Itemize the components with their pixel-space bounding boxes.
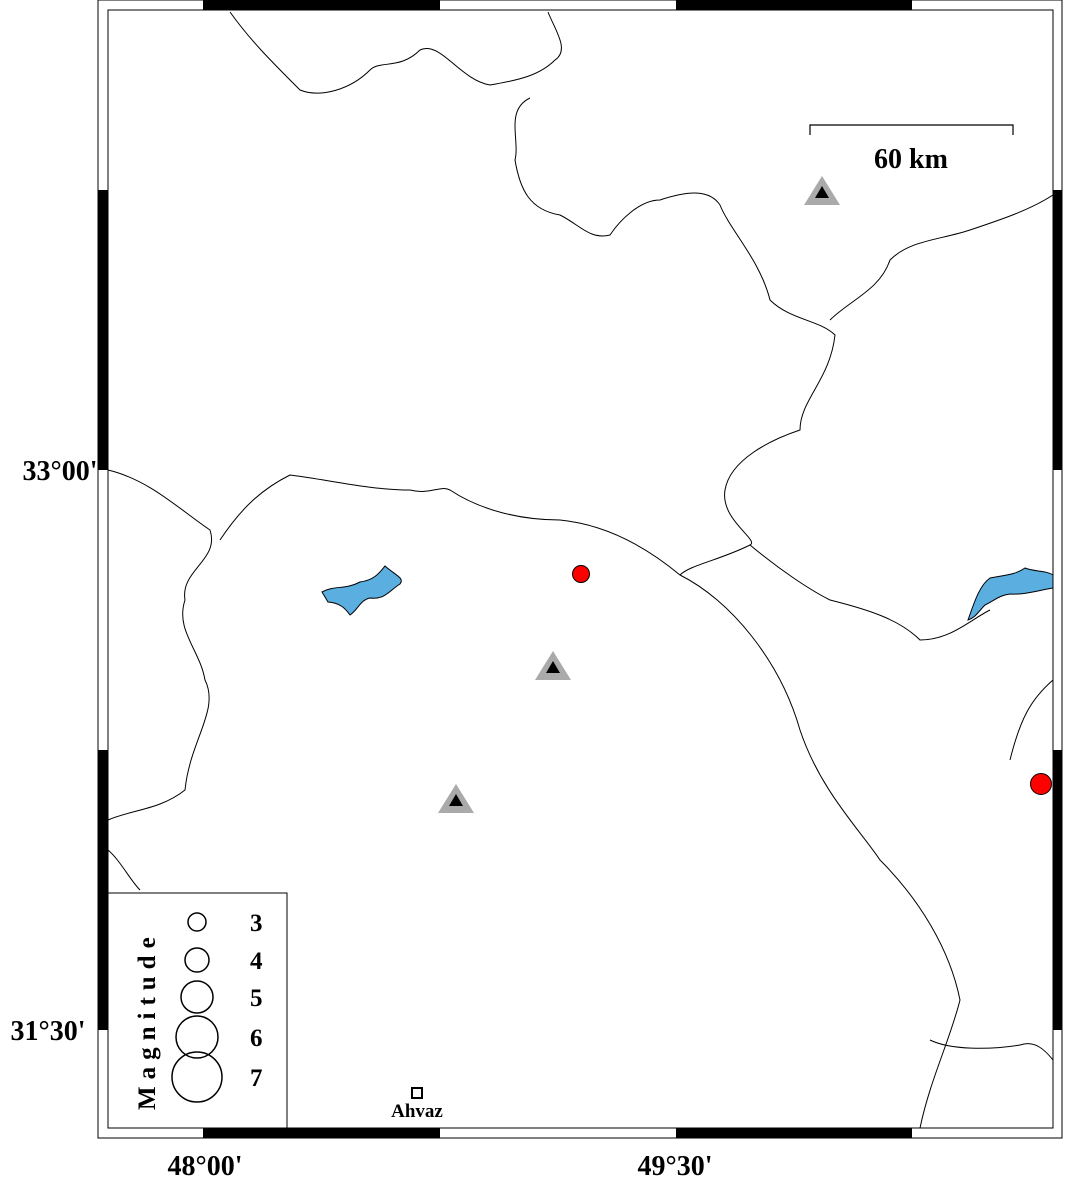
city-label: Ahvaz: [391, 1101, 443, 1122]
legend-item: 3: [250, 910, 263, 937]
lon-label: 49°30': [638, 1151, 713, 1178]
boundaries: [107, 11, 1054, 1129]
city: Ahvaz: [391, 1087, 443, 1122]
legend-item: 5: [250, 985, 263, 1012]
stations: [438, 176, 840, 813]
legend-item: 7: [250, 1065, 263, 1092]
lat-label: 33°00': [23, 456, 98, 487]
legend: Magnitude 3 4 5 6 7: [107, 892, 288, 1129]
lake: [321, 565, 402, 616]
scale-bar: 60 km: [809, 124, 1014, 175]
lake: [967, 567, 1054, 621]
scale-label: 60 km: [874, 144, 948, 175]
legend-title: Magnitude: [134, 930, 161, 1110]
legend-item: 4: [250, 948, 263, 975]
lon-label: 48°00': [168, 1151, 243, 1178]
legend-item: 6: [250, 1025, 263, 1052]
events: [572, 565, 1052, 795]
lat-label: 31°30': [11, 1016, 86, 1047]
